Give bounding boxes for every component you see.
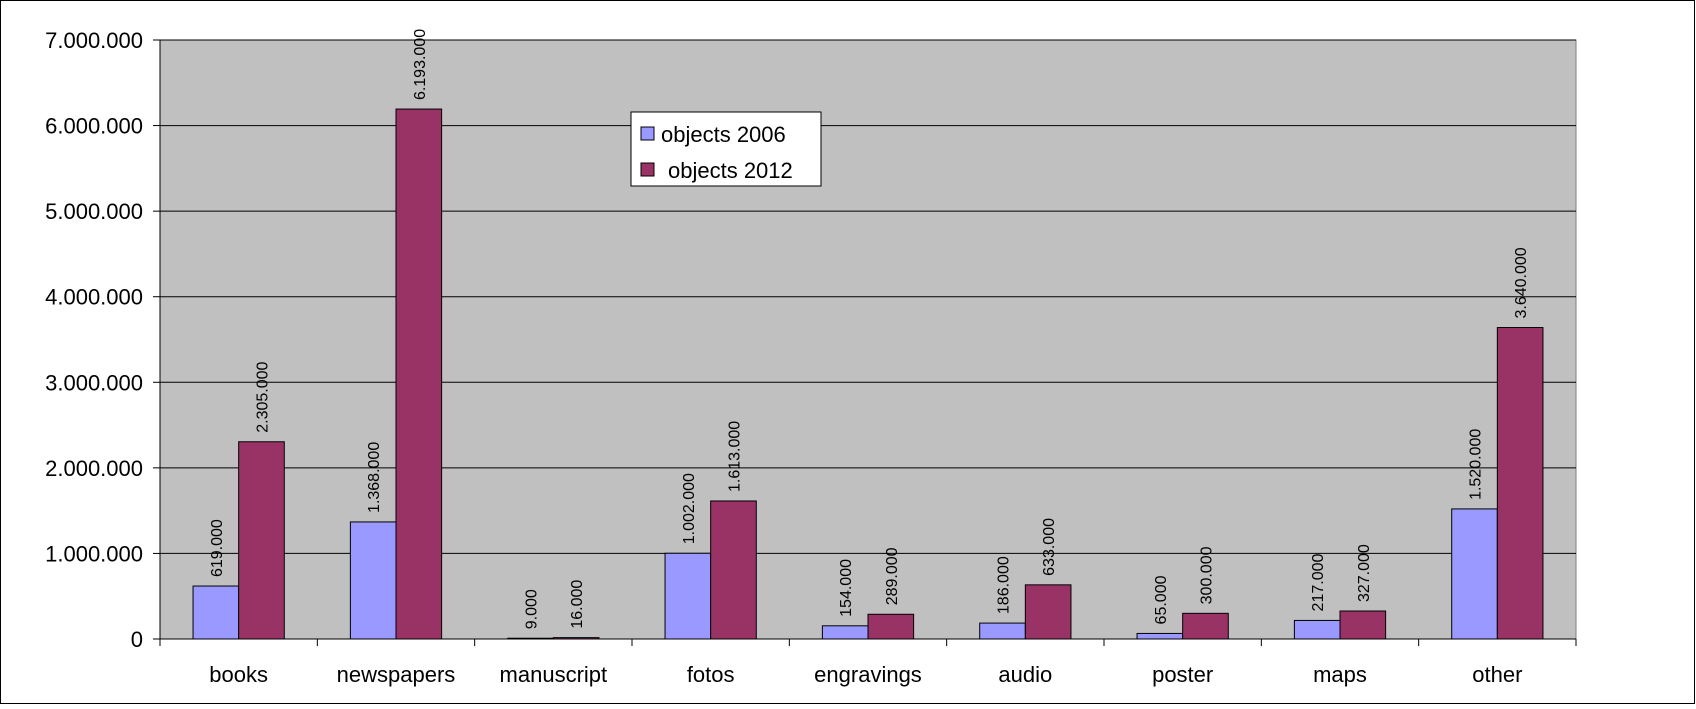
x-tick-label: maps [1313,662,1367,687]
x-tick-label: audio [998,662,1052,687]
x-axis: books newspapers manuscript fotos engravings… [159,638,1577,687]
bar-objects-2012-other [1496,327,1544,640]
bar-objects-2006-newspapers [349,521,397,640]
legend-box [630,111,822,187]
x-tick-label: fotos [687,662,735,687]
y-tick-label: 7.000.000 [45,28,143,53]
data-label: 9.000 [524,589,541,629]
bar-objects-2006-fotos [664,552,712,640]
x-tick-label: newspapers [337,662,456,687]
bar-objects-2012-fotos [710,500,757,640]
y-tick-label: 6.000.000 [45,114,143,139]
y-tick-label: 4.000.000 [45,285,143,310]
legend-swatch-objects-2006 [640,126,655,141]
data-label: 289.000 [884,547,901,605]
data-label: 65.000 [1153,575,1170,624]
x-tick-label: manuscript [500,662,608,687]
bar-objects-2012-maps [1339,610,1387,640]
y-tick-label: 0 [131,627,143,652]
bar-objects-2006-audio [979,622,1026,640]
y-axis: 0 1.000.000 2.000.000 3.000.000 4.000.000 5.0… [45,28,161,652]
y-tick-label: 2.000.000 [45,456,143,481]
data-label: 3.640.000 [1513,247,1530,318]
data-label: 619.000 [209,519,226,577]
data-label: 1.002.000 [681,473,698,544]
y-tick-label: 3.000.000 [45,370,143,395]
bar-objects-2012-books [238,441,285,640]
data-label: 327.000 [1356,544,1373,602]
legend: objects 2006 objects 2012 [630,111,822,187]
data-label: 300.000 [1198,546,1215,604]
data-label: 633.000 [1041,518,1058,576]
y-tick-label: 5.000.000 [45,199,143,224]
y-tick-label: 1.000.000 [45,541,143,566]
data-label: 1.613.000 [726,421,743,492]
legend-label-objects-2012: objects 2012 [668,158,793,183]
bars-group [192,108,1544,640]
bar-objects-2006-poster [1136,632,1184,640]
bar-objects-2012-newspapers [395,108,443,640]
data-label: 6.193.000 [412,29,429,100]
data-label: 1.368.000 [366,442,383,513]
data-label: 217.000 [1310,553,1327,611]
bar-objects-2006-engravings [821,625,869,640]
data-label: 154.000 [838,559,855,617]
bar-objects-2012-poster [1182,612,1229,640]
x-tick-label: other [1472,662,1522,687]
data-label: 1.520.000 [1468,429,1485,500]
bar-objects-2012-audio [1024,584,1072,640]
bar-objects-2006-books [192,585,240,640]
legend-label-objects-2006: objects 2006 [661,122,786,147]
legend-swatch-objects-2012 [640,162,655,177]
data-label: 16.000 [569,580,586,629]
x-tick-label: books [209,662,268,687]
value-labels-group: 619.000 2.305.000 1.368.000 6.193.000 9.000 1… [209,29,1530,629]
data-label: 186.000 [996,556,1013,614]
data-label: 2.305.000 [254,361,271,432]
x-tick-label: engravings [814,662,922,687]
bar-objects-2006-other [1451,508,1498,640]
x-tick-label: poster [1152,662,1213,687]
bar-objects-2006-maps [1293,619,1341,640]
bar-objects-2012-engravings [867,613,915,640]
